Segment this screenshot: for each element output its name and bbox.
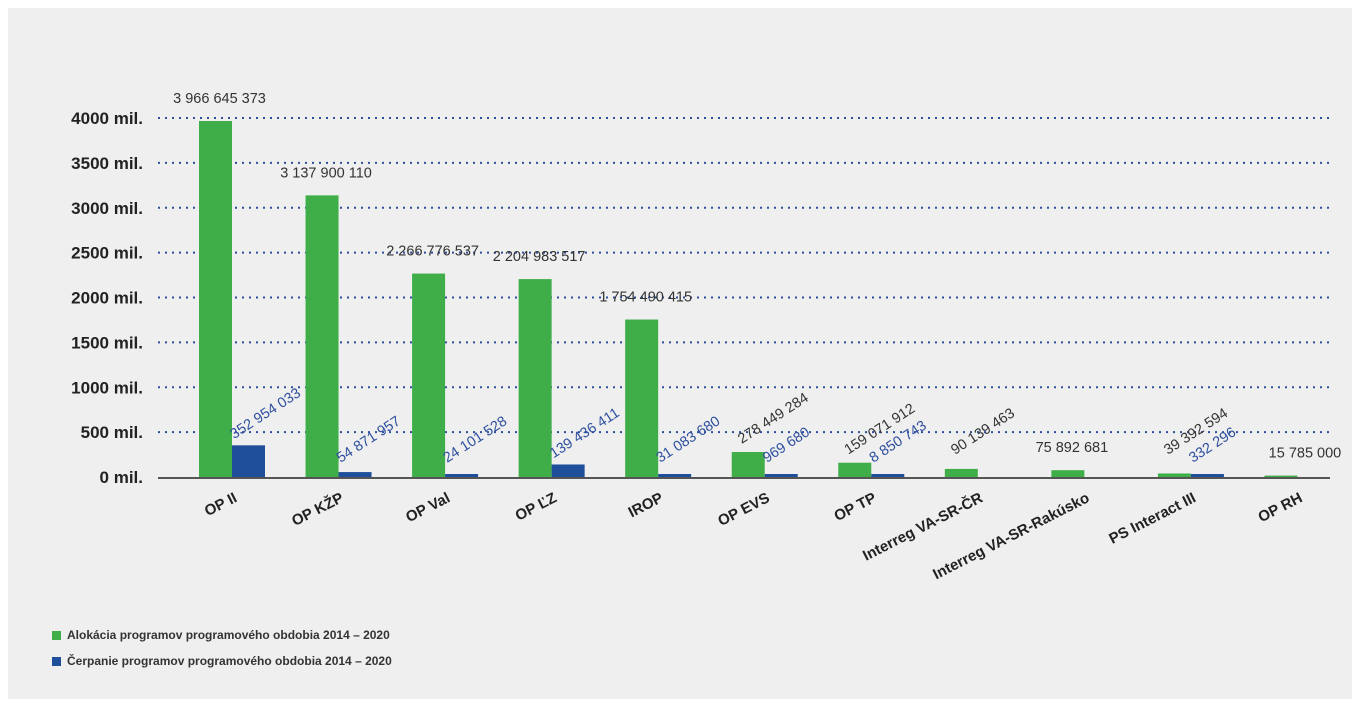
x-tick-label: OP ĽZ bbox=[513, 489, 560, 524]
y-tick-label: 2500 mil. bbox=[71, 244, 143, 263]
x-tick-label: OP EVS bbox=[715, 489, 772, 529]
x-tick-label: OP RH bbox=[1255, 489, 1305, 526]
data-label-allocation: 2 266 776 537 bbox=[386, 244, 479, 260]
x-tick-label: IROP bbox=[626, 489, 666, 521]
bar-allocation bbox=[412, 273, 446, 477]
bar-allocation bbox=[944, 468, 978, 477]
y-tick-label: 1500 mil. bbox=[71, 333, 143, 352]
bar-drawdown bbox=[658, 474, 692, 477]
bar-drawdown bbox=[764, 474, 798, 477]
y-tick-label: 3500 mil. bbox=[71, 154, 143, 173]
data-label-allocation: 1 754 490 415 bbox=[599, 290, 692, 306]
data-label-drawdown: 24 101 528 bbox=[441, 413, 511, 466]
y-tick-label: 1000 mil. bbox=[71, 378, 143, 397]
data-label-allocation: 2 204 983 517 bbox=[493, 249, 586, 265]
bar-allocation bbox=[625, 319, 659, 477]
data-label-drawdown: 31 083 680 bbox=[654, 413, 724, 466]
y-tick-label: 0 mil. bbox=[100, 468, 143, 487]
legend-swatch-drawdown bbox=[52, 656, 61, 666]
bar-chart: 0 mil. 500 mil. 1000 mil. 1500 mil. 2000 mil… bbox=[71, 91, 1341, 583]
data-label-drawdown: 352 954 033 bbox=[227, 385, 303, 442]
data-label-allocation: 75 892 681 bbox=[1036, 440, 1109, 456]
bar-drawdown bbox=[871, 474, 905, 477]
legend-item-allocation: Alokácia programov programového obdobia … bbox=[52, 622, 392, 648]
bar-drawdown bbox=[232, 445, 265, 477]
x-tick-label: OP KŽP bbox=[289, 489, 347, 530]
bar-allocation bbox=[838, 462, 872, 477]
data-label-drawdown: 54 871 957 bbox=[334, 413, 404, 466]
bar-allocation bbox=[199, 120, 232, 477]
y-tick-label: 500 mil. bbox=[81, 423, 143, 442]
bar-allocation bbox=[1051, 470, 1085, 477]
data-label-allocation: 3 966 645 373 bbox=[173, 91, 266, 107]
data-labels: 3 966 645 373 352 954 033 3 137 900 110 54 … bbox=[173, 91, 1341, 466]
bar-allocation bbox=[305, 195, 339, 477]
chart-panel: 0 mil. 500 mil. 1000 mil. 1500 mil. 2000 mil… bbox=[8, 8, 1352, 699]
bar-drawdown bbox=[551, 464, 585, 477]
legend-label-drawdown: Čerpanie programov programového obdobia … bbox=[67, 654, 392, 668]
bars bbox=[199, 120, 1298, 477]
bar-drawdown bbox=[445, 474, 479, 477]
data-label-drawdown: 139 436 411 bbox=[547, 405, 622, 462]
data-label-allocation: 15 785 000 bbox=[1269, 446, 1342, 462]
legend-item-drawdown: Čerpanie programov programového obdobia … bbox=[52, 648, 392, 674]
legend-label-allocation: Alokácia programov programového obdobia … bbox=[67, 628, 390, 642]
x-tick-label: OP Val bbox=[403, 489, 453, 526]
y-tick-label: 2000 mil. bbox=[71, 289, 143, 308]
bar-allocation bbox=[1264, 475, 1298, 477]
bar-allocation bbox=[1157, 473, 1191, 477]
bar-drawdown bbox=[338, 472, 372, 477]
data-label-allocation: 3 137 900 110 bbox=[280, 165, 372, 181]
bar-drawdown bbox=[1190, 474, 1224, 477]
axes: 0 mil. 500 mil. 1000 mil. 1500 mil. 2000 mil… bbox=[71, 109, 1330, 583]
x-tick-label: PS Interact III bbox=[1106, 489, 1198, 547]
y-tick-label: 4000 mil. bbox=[71, 109, 143, 128]
bar-allocation bbox=[731, 452, 765, 477]
x-tick-label: OP TP bbox=[831, 489, 879, 524]
y-tick-label: 3000 mil. bbox=[71, 199, 143, 218]
legend-swatch-allocation bbox=[52, 630, 61, 640]
x-tick-label: OP II bbox=[202, 489, 240, 520]
legend: Alokácia programov programového obdobia … bbox=[52, 622, 392, 674]
data-label-allocation: 90 139 463 bbox=[948, 405, 1018, 458]
bar-allocation bbox=[518, 279, 552, 477]
